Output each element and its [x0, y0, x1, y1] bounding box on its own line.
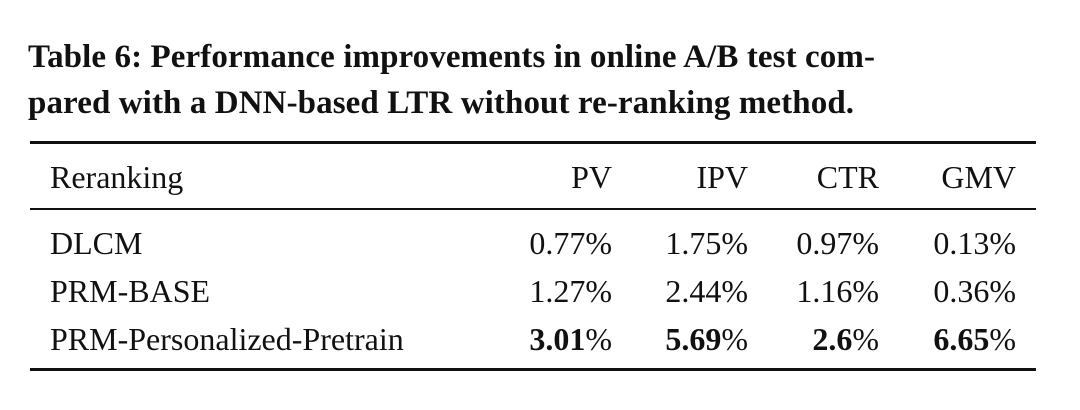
row-dlcm-ctr: 0.97%	[796, 225, 879, 261]
row-prm-pp-ctr: 2.6%	[812, 321, 879, 357]
row-dlcm-gmv: 0.13%	[933, 225, 1016, 261]
table-header-rule	[30, 208, 1036, 210]
row-name-dlcm: DLCM	[50, 225, 143, 261]
table-caption: Table 6: Performance improvements in onl…	[28, 34, 1048, 126]
header-ipv: IPV	[696, 159, 748, 195]
row-name-prm-base: PRM-BASE	[50, 273, 211, 309]
header-reranking: Reranking	[50, 159, 184, 195]
header-pv: PV	[571, 159, 612, 195]
header-gmv: GMV	[941, 159, 1016, 195]
row-prm-base-ipv: 2.44%	[665, 273, 748, 309]
row-prm-base-pv: 1.27%	[529, 273, 612, 309]
caption-line-1: Table 6: Performance improvements in onl…	[28, 39, 876, 75]
row-prm-pp-ipv: 5.69%	[665, 321, 748, 357]
row-dlcm-pv: 0.77%	[529, 225, 612, 261]
row-prm-base-ctr: 1.16%	[796, 273, 879, 309]
table-top-rule	[30, 141, 1036, 144]
header-ctr: CTR	[816, 159, 879, 195]
row-prm-pp-pv: 3.01%	[529, 321, 612, 357]
table-bottom-rule	[30, 368, 1036, 371]
row-name-prm-personalized-pretrain: PRM-Personalized-Pretrain	[50, 321, 404, 357]
row-dlcm-ipv: 1.75%	[665, 225, 748, 261]
row-prm-base-gmv: 0.36%	[933, 273, 1016, 309]
row-prm-pp-gmv: 6.65%	[933, 321, 1016, 357]
caption-line-2: pared with a DNN-based LTR without re-ra…	[28, 85, 855, 121]
